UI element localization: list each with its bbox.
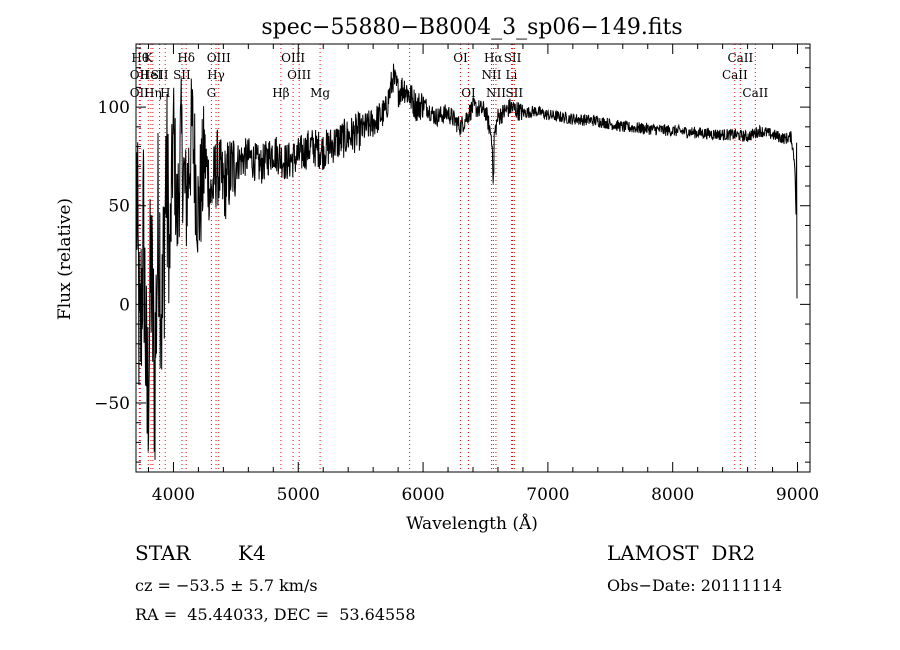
spectral-line-label: SII xyxy=(173,68,191,82)
spectral-line-label: OII xyxy=(130,68,150,82)
spectral-line-label: Hδ xyxy=(177,51,195,65)
spectral-line-label: OII xyxy=(130,86,150,100)
x-axis-label: Wavelength (Å) xyxy=(406,513,538,534)
x-tick-label: 7000 xyxy=(526,485,569,505)
x-tick-label: 6000 xyxy=(401,485,444,505)
spectral-lines-layer xyxy=(138,44,756,472)
spectrum-chart: 4000 5000 6000 7000 8000 9000 −50 0 50 100 Hθ OII O… xyxy=(55,15,819,534)
y-axis-label: Flux (relative) xyxy=(55,198,75,320)
spectral-line-label: HeI xyxy=(140,68,163,82)
y-tick-label: −50 xyxy=(94,394,130,414)
y-tick-label: 50 xyxy=(108,197,130,217)
spectrum-line xyxy=(136,63,798,460)
spectral-line-label: CaII xyxy=(727,51,753,65)
chart-title: spec−55880−B8004_3_sp06−149.fits xyxy=(261,15,682,40)
spectral-line-label: NII xyxy=(486,86,506,100)
spectral-line-label: OIII xyxy=(281,51,305,65)
redshift-text: cz = −53.5 ± 5.7 km/s xyxy=(135,576,318,595)
spectral-line-label: Hη xyxy=(144,86,162,100)
x-tick-label: 4000 xyxy=(152,485,195,505)
spectral-line-label: Li xyxy=(506,68,518,82)
x-tick-label: 9000 xyxy=(776,485,819,505)
spectral-line-label: H xyxy=(160,86,170,100)
spectral-line-label: Hθ xyxy=(131,51,149,65)
spectral-line-label: Hβ xyxy=(272,86,289,100)
coordinates-text: RA = 45.44033, DEC = 53.64558 xyxy=(135,605,416,624)
spectral-line-label: SII xyxy=(151,68,169,82)
y-tick-label: 100 xyxy=(98,98,130,118)
y-tick-label: 0 xyxy=(119,295,130,315)
spectral-line-label: NII xyxy=(481,68,501,82)
spectral-line-label: G xyxy=(207,86,217,100)
spectral-line-label: OI xyxy=(461,86,476,100)
object-class: STAR xyxy=(135,541,191,565)
x-tick-label: 5000 xyxy=(277,485,320,505)
survey-name: LAMOST DR2 xyxy=(607,541,756,565)
object-subclass: K4 xyxy=(238,541,266,565)
spectral-line-label: CaII xyxy=(722,68,748,82)
spectral-line-label: OIII xyxy=(207,51,231,65)
spectral-line-label: Hα xyxy=(484,51,503,65)
spectral-line-label: CaII xyxy=(742,86,768,100)
spectrum-layer xyxy=(136,63,798,460)
spectral-line-label: SII xyxy=(504,51,522,65)
axes-layer: 4000 5000 6000 7000 8000 9000 −50 0 50 100 xyxy=(94,43,819,505)
spectral-line-label: OIII xyxy=(287,68,311,82)
spectral-line-label: Mg xyxy=(310,86,330,100)
line-labels-layer: HθOIIOIIKHeIHηSIIHHδSIIOIIIHγGOIIIOIIIHβ… xyxy=(130,51,769,100)
spectral-line-label: SII xyxy=(505,86,523,100)
spectral-line-label: Hγ xyxy=(207,68,225,82)
spectral-line-label: K xyxy=(144,51,154,65)
x-tick-label: 8000 xyxy=(651,485,694,505)
obs-date-text: Obs−Date: 20111114 xyxy=(607,576,783,595)
spectral-line-label: OI xyxy=(453,51,468,65)
